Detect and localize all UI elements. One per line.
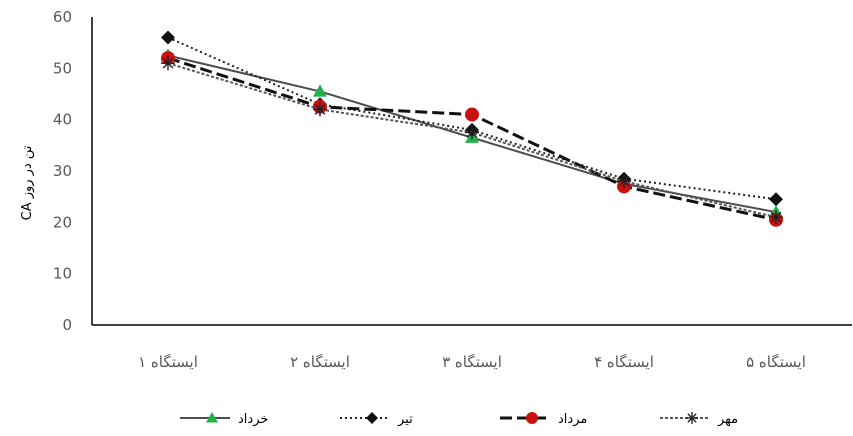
marker-diamond: [161, 30, 175, 45]
x-tick-label: ایستگاه ۲: [290, 353, 350, 371]
legend-label: تیر: [397, 412, 413, 427]
legend: خرداد تیر مرداد مهر: [180, 412, 738, 427]
marker-asterisk: [161, 56, 175, 71]
marker-triangle: [313, 84, 327, 97]
y-tick-label: 20: [53, 213, 72, 231]
marker-triangle: [206, 412, 218, 423]
marker-asterisk: [313, 102, 327, 117]
marker-circle: [526, 412, 538, 424]
x-tick-label: ایستگاه ۱: [138, 353, 198, 371]
y-tick-labels: 0 10 20 30 40 50 60: [53, 8, 72, 334]
y-axis-label: CA تن در روز: [20, 145, 35, 220]
marker-diamond: [769, 192, 783, 207]
y-tick-label: 0: [62, 316, 72, 334]
y-tick-label: 60: [53, 8, 72, 26]
series-4: [161, 56, 783, 225]
marker-asterisk: [465, 125, 479, 140]
x-tick-labels: ایستگاه ۱ ایستگاه ۲ ایستگاه ۳ ایستگاه ۴ ایست…: [138, 353, 806, 371]
y-tick-label: 50: [53, 59, 72, 77]
marker-asterisk: [686, 412, 698, 424]
y-tick-label: 40: [53, 111, 72, 129]
marker-circle: [465, 107, 479, 122]
legend-label: مهر: [717, 412, 738, 427]
legend-label: مرداد: [558, 412, 587, 427]
chart-axes: [91, 17, 852, 326]
series-group: [161, 30, 783, 227]
marker-asterisk: [617, 174, 631, 189]
y-tick-label: 30: [53, 162, 72, 180]
marker-diamond: [366, 412, 378, 424]
x-tick-label: ایستگاه ۵: [746, 353, 806, 371]
legend-item-3: مرداد: [500, 412, 587, 427]
legend-item-2: تیر: [340, 412, 413, 427]
x-tick-label: ایستگاه ۴: [594, 353, 654, 371]
x-tick-label: ایستگاه ۳: [442, 353, 502, 371]
marker-asterisk: [769, 210, 783, 225]
y-tick-label: 10: [53, 265, 72, 283]
legend-label: خرداد: [238, 412, 268, 427]
legend-item-4: مهر: [660, 412, 738, 427]
legend-item-1: خرداد: [180, 412, 268, 427]
